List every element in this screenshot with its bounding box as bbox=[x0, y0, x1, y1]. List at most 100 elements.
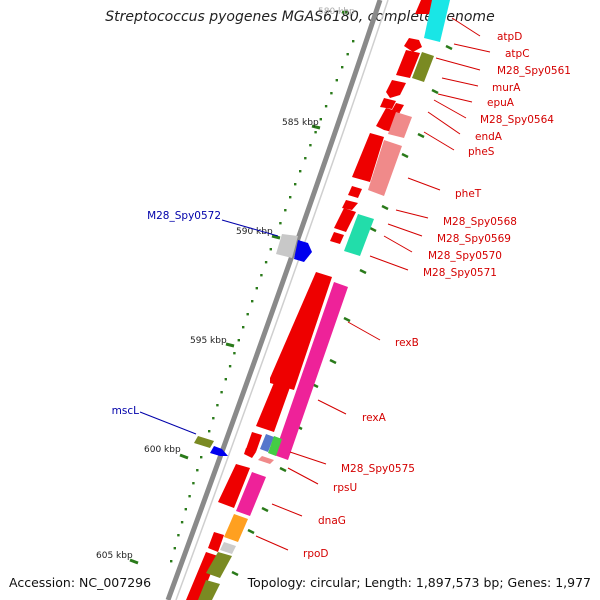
gene-block-rexA[interactable] bbox=[256, 344, 304, 432]
gene-block-M28_Spy0572-grey[interactable] bbox=[276, 234, 298, 258]
scale-tick-mark bbox=[179, 453, 189, 460]
scale-tick-label: 605 kbp bbox=[96, 551, 133, 561]
scale-tick-mark bbox=[225, 342, 235, 348]
scale-dot bbox=[284, 209, 287, 212]
callout-line bbox=[441, 77, 479, 87]
scale-dot bbox=[212, 417, 215, 420]
gene-block-olive-3[interactable] bbox=[198, 580, 220, 600]
callout-line bbox=[387, 223, 423, 237]
gene-block-orange[interactable] bbox=[224, 514, 248, 542]
gene-block-pink-1[interactable] bbox=[388, 112, 412, 138]
gene-label[interactable]: M28_Spy0569 bbox=[437, 233, 511, 245]
scale-dot bbox=[251, 300, 254, 303]
callout-line bbox=[423, 131, 455, 151]
gene-block-pink-2[interactable] bbox=[368, 140, 402, 196]
scale-dot bbox=[216, 404, 219, 407]
scale-dot bbox=[255, 287, 258, 290]
gene-block-magenta-2[interactable] bbox=[236, 472, 266, 516]
gene-block-blue-small[interactable] bbox=[260, 434, 274, 452]
scale-dot bbox=[279, 222, 282, 225]
scale-dot bbox=[177, 534, 180, 537]
gene-block-pheS[interactable] bbox=[352, 133, 384, 182]
gene-block-murA[interactable] bbox=[386, 80, 406, 98]
gene-block-mscL[interactable] bbox=[210, 446, 228, 456]
gene-block-M28_Spy0564[interactable] bbox=[392, 103, 404, 112]
scale-dot bbox=[173, 547, 176, 550]
gene-label[interactable]: M28_Spy0564 bbox=[480, 114, 554, 126]
scale-dot bbox=[170, 560, 173, 563]
gene-label[interactable]: endA bbox=[475, 131, 503, 143]
gene-block-rpsU[interactable] bbox=[244, 448, 256, 458]
callout-line bbox=[347, 321, 381, 341]
gene-label[interactable]: rexA bbox=[362, 412, 387, 424]
gene-label[interactable]: M28_Spy0572 bbox=[147, 210, 221, 222]
gene-label[interactable]: epuA bbox=[487, 97, 515, 109]
gene-block-pheT-a[interactable] bbox=[348, 186, 362, 198]
scale-dot bbox=[192, 482, 195, 485]
callout-line bbox=[255, 535, 289, 551]
gene-block-magenta-1[interactable] bbox=[274, 282, 348, 460]
gene-label[interactable]: M28_Spy0571 bbox=[423, 267, 497, 279]
gene-label[interactable]: atpC bbox=[505, 48, 530, 60]
gene-block-olive-2[interactable] bbox=[206, 552, 232, 578]
gene-block-mscL-olive[interactable] bbox=[194, 436, 214, 448]
callout-line bbox=[139, 411, 197, 435]
backbone-arc-inner bbox=[175, 0, 389, 600]
gene-label[interactable]: M28_Spy0570 bbox=[428, 250, 502, 262]
scale-dot bbox=[188, 495, 191, 498]
gene-label[interactable]: rpoD bbox=[303, 548, 329, 560]
gene-block-M28_Spy0572[interactable] bbox=[294, 240, 312, 262]
scale-dot bbox=[237, 339, 240, 342]
callout-line bbox=[437, 93, 473, 103]
scale-dot bbox=[269, 248, 272, 251]
gene-block-M28_Spy0575[interactable] bbox=[246, 432, 262, 452]
scale-dot bbox=[246, 313, 249, 316]
scale-dot bbox=[289, 196, 292, 199]
callout-line bbox=[453, 43, 491, 53]
gene-label[interactable]: pheT bbox=[455, 188, 482, 200]
gene-label[interactable]: M28_Spy0568 bbox=[443, 216, 517, 228]
scale-tick-mark bbox=[311, 124, 321, 130]
gene-block-grey-small[interactable] bbox=[220, 542, 236, 554]
gene-block-M28_Spy0561[interactable] bbox=[396, 50, 420, 78]
callout-line bbox=[383, 235, 413, 253]
scale-tick-label: 590 kbp bbox=[236, 227, 273, 237]
scale-dot bbox=[335, 79, 338, 82]
gene-label[interactable]: rexB bbox=[395, 337, 419, 349]
gene-block-dnaG[interactable] bbox=[218, 464, 250, 508]
callout-line bbox=[427, 111, 461, 135]
gene-label[interactable]: M28_Spy0561 bbox=[497, 65, 571, 77]
gene-block-epuA[interactable] bbox=[380, 98, 396, 109]
gene-label[interactable]: M28_Spy0575 bbox=[341, 463, 415, 475]
callout-line bbox=[289, 451, 327, 465]
gene-label[interactable]: dnaG bbox=[318, 515, 346, 527]
gene-label[interactable]: rpsU bbox=[333, 482, 357, 494]
map-title: Streptococcus pyogenes MGAS6180, complet… bbox=[105, 9, 495, 25]
gene-label[interactable]: pheS bbox=[468, 146, 495, 158]
scale-dot bbox=[314, 131, 317, 134]
gene-block-M28_Spy0568[interactable] bbox=[342, 200, 358, 210]
gene-block-rpoD[interactable] bbox=[208, 532, 224, 552]
scale-dot bbox=[294, 183, 297, 186]
scale-dot bbox=[184, 508, 187, 511]
callout-line bbox=[395, 209, 429, 219]
gene-label[interactable]: mscL bbox=[112, 405, 139, 417]
scale-dot bbox=[309, 144, 312, 147]
gene-block-cyan[interactable] bbox=[424, 0, 450, 42]
accession-label: Accession: NC_007296 bbox=[9, 575, 152, 590]
gene-block-teal[interactable] bbox=[344, 214, 374, 256]
gene-block-pink-small[interactable] bbox=[258, 456, 274, 464]
gene-block-tail[interactable] bbox=[186, 552, 218, 600]
gene-block-M28_Spy0569[interactable] bbox=[334, 208, 356, 232]
gene-label[interactable]: atpD bbox=[497, 31, 522, 43]
scale-dot bbox=[352, 40, 355, 43]
scale-dot bbox=[196, 469, 199, 472]
gene-label[interactable]: murA bbox=[492, 82, 521, 94]
scale-tick-label: 600 kbp bbox=[144, 445, 181, 455]
scale-dot bbox=[220, 391, 223, 394]
gene-block-olive-1[interactable] bbox=[412, 52, 434, 82]
gene-block-green-small[interactable] bbox=[268, 436, 282, 456]
gene-block-M28_Spy0570[interactable] bbox=[330, 232, 344, 244]
gene-block-atpC[interactable] bbox=[404, 38, 422, 52]
